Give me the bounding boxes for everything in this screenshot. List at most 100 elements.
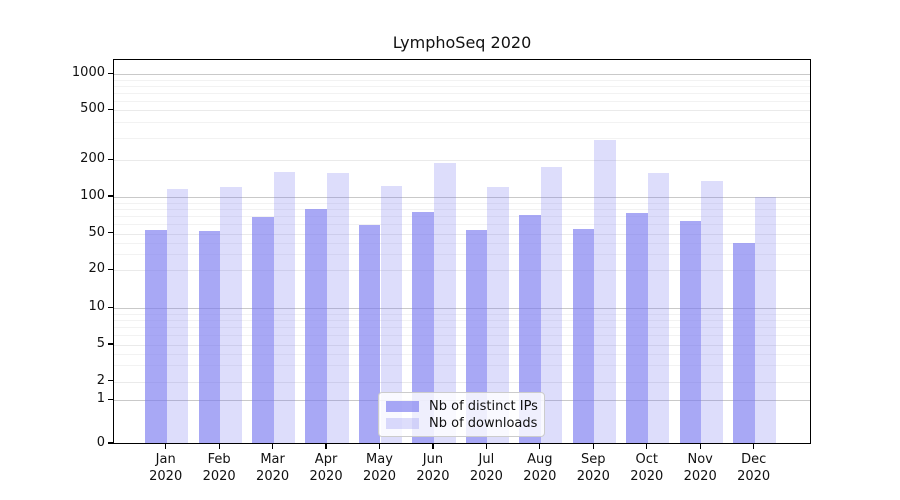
bar-downloads <box>380 186 403 443</box>
y-tick-mark <box>108 442 113 444</box>
x-tick-label: Apr 2020 <box>309 452 343 484</box>
x-tick-mark <box>646 444 648 449</box>
bar-downloads <box>433 163 456 443</box>
bar-distinct-ips <box>465 229 488 443</box>
bar-downloads <box>166 189 189 443</box>
bar-downloads <box>540 167 563 443</box>
x-tick-mark <box>165 444 167 449</box>
gridline-minor <box>114 208 810 210</box>
y-tick-label: 0 <box>96 435 105 450</box>
legend-label-distinct-ips: Nb of distinct IPs <box>429 399 538 414</box>
gridline-minor <box>114 122 810 124</box>
bar-distinct-ips <box>252 217 274 443</box>
gridline-minor <box>114 215 810 217</box>
bar-distinct-ips <box>733 242 755 443</box>
chart-title: LymphoSeq 2020 <box>392 33 532 52</box>
y-tick-label: 200 <box>80 151 105 167</box>
gridline-minor <box>114 242 810 244</box>
y-tick-mark <box>108 72 113 74</box>
gridline <box>114 160 810 162</box>
x-tick-mark <box>325 444 327 449</box>
y-tick-label: 1000 <box>71 65 105 81</box>
x-tick-label: Nov 2020 <box>683 452 717 484</box>
bar-downloads <box>220 186 242 443</box>
gridline-minor <box>114 335 810 337</box>
y-tick-mark <box>108 158 113 160</box>
bar-distinct-ips <box>412 211 434 443</box>
y-tick-mark <box>108 268 113 270</box>
x-tick-label: May 2020 <box>362 452 397 484</box>
gridline-minor <box>114 353 810 355</box>
y-tick-mark <box>108 343 113 345</box>
gridline-minor <box>114 224 810 226</box>
x-tick-mark <box>432 444 434 449</box>
x-tick-mark <box>485 444 487 449</box>
y-tick-label: 50 <box>88 224 105 240</box>
bar-distinct-ips <box>679 220 702 443</box>
bar-distinct-ips <box>572 228 595 443</box>
gridline-minor <box>114 85 810 87</box>
gridline-minor <box>114 320 810 322</box>
x-tick-label: Mar 2020 <box>256 452 290 484</box>
x-tick-label: Jul 2020 <box>469 452 503 484</box>
legend-label-downloads: Nb of downloads <box>429 416 538 431</box>
legend: Nb of distinct IPs Nb of downloads <box>378 392 545 437</box>
legend-row-downloads: Nb of downloads <box>386 416 538 431</box>
bar-downloads <box>487 187 509 443</box>
y-tick-label: 10 <box>88 299 105 315</box>
x-tick-label: Sep 2020 <box>576 452 610 484</box>
x-tick-label: Oct 2020 <box>630 452 664 484</box>
gridline <box>114 270 810 272</box>
y-tick-label: 20 <box>88 261 105 277</box>
bar-downloads <box>594 140 616 443</box>
gridline-minor <box>114 100 810 102</box>
bar-distinct-ips <box>305 208 328 443</box>
bar-distinct-ips <box>626 212 648 443</box>
gridline <box>114 233 810 235</box>
y-tick-mark <box>108 108 113 110</box>
x-tick-mark <box>378 444 381 449</box>
gridline-minor <box>114 202 810 204</box>
x-tick-mark <box>218 444 220 449</box>
x-tick-mark <box>753 444 755 449</box>
x-tick-mark <box>592 444 594 449</box>
gridline-minor <box>114 79 810 81</box>
bar-downloads <box>701 181 723 443</box>
y-tick-mark <box>108 380 113 382</box>
gridline <box>114 110 810 112</box>
bar-downloads <box>647 172 670 443</box>
bar-distinct-ips <box>358 224 381 443</box>
gridline <box>114 345 810 346</box>
legend-swatch-distinct-ips <box>386 401 419 412</box>
bar-downloads <box>327 172 349 443</box>
x-tick-label: Jun 2020 <box>416 452 450 484</box>
bar-downloads <box>754 197 777 443</box>
y-tick-label: 500 <box>80 101 105 117</box>
y-tick-mark <box>108 398 113 400</box>
y-tick-label: 100 <box>80 188 105 203</box>
gridline-minor <box>114 92 810 94</box>
x-tick-mark <box>272 444 274 449</box>
x-tick-label: Dec 2020 <box>737 452 771 484</box>
x-tick-label: Feb 2020 <box>202 452 236 484</box>
gridline <box>114 381 810 383</box>
bar-distinct-ips <box>198 230 221 443</box>
gridline-minor <box>114 365 810 367</box>
x-tick-label: Jan 2020 <box>149 452 183 484</box>
legend-row-distinct-ips: Nb of distinct IPs <box>386 399 538 414</box>
gridline-decade <box>114 74 810 76</box>
gridline-minor <box>114 327 810 329</box>
x-tick-label: Aug 2020 <box>523 452 557 484</box>
y-tick-mark <box>108 195 113 197</box>
x-tick-mark <box>699 444 701 449</box>
gridline-minor <box>114 254 810 256</box>
y-tick-label: 2 <box>96 372 105 388</box>
gridline-minor <box>114 138 810 140</box>
y-tick-label: 5 <box>96 336 105 351</box>
y-tick-mark <box>108 232 113 234</box>
y-tick-mark <box>108 306 113 308</box>
legend-swatch-downloads <box>386 418 419 429</box>
bar-distinct-ips <box>145 229 167 443</box>
gridline-decade <box>114 308 810 310</box>
